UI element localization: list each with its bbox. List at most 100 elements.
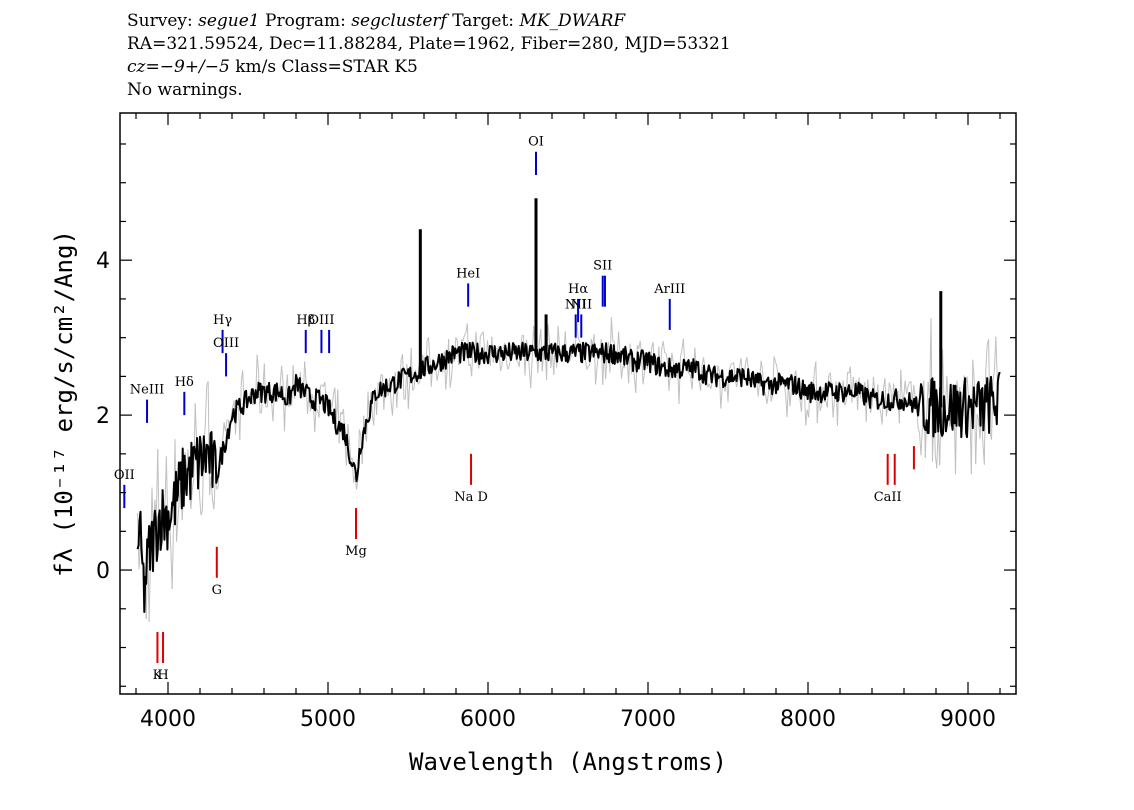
error-segment-226	[462, 335, 465, 341]
error-segment-457	[795, 370, 798, 379]
error-segment-515	[878, 406, 882, 413]
error-segment-453	[789, 390, 792, 407]
error-segment-443	[775, 361, 778, 368]
error-segment-311	[584, 360, 588, 370]
error-segment-135	[331, 394, 334, 408]
error-segment-214	[445, 368, 448, 390]
error-segment-202	[427, 337, 431, 360]
emission-line-label-4: OIII	[213, 336, 239, 351]
emission-line-label-13: SII	[593, 259, 612, 274]
error-segment-496	[851, 377, 854, 403]
error-segment-371	[671, 352, 674, 363]
error-segment-492	[845, 372, 849, 403]
error-segment-195	[417, 381, 421, 385]
error-segment-519	[884, 378, 887, 417]
error-segment-544	[920, 426, 923, 456]
error-segment-147	[348, 439, 352, 460]
error-segment-365	[662, 341, 666, 353]
error-segment-416	[736, 379, 739, 387]
emission-line-label-1: NeIII	[130, 383, 164, 398]
error-segment-433	[760, 360, 764, 371]
error-segment-562	[946, 375, 949, 408]
error-segment-534	[906, 386, 909, 394]
error-segment-285	[547, 324, 550, 342]
error-segment-51	[210, 477, 213, 500]
error-segment-580	[972, 359, 975, 382]
error-segment-238	[479, 333, 483, 337]
error-segment-227	[464, 332, 467, 336]
error-segment-191	[412, 388, 415, 391]
error-segment-329	[610, 317, 614, 341]
x-tick-label: 8000	[780, 707, 836, 732]
error-segment-218	[451, 358, 454, 378]
error-segment-221	[455, 337, 458, 341]
error-segment-105	[288, 405, 291, 408]
error-segment-436	[764, 392, 768, 404]
error-segment-511	[872, 376, 876, 393]
error-segment-38	[191, 478, 195, 490]
error-segment-27	[175, 519, 179, 542]
header-line-warnings: No warnings.	[127, 80, 243, 100]
error-segment-532	[903, 380, 906, 398]
absorption-line-label-0: K	[153, 668, 163, 683]
emission-line-label-8: HeI	[456, 266, 480, 281]
error-segment-263	[515, 359, 519, 362]
emission-line-label-0: OII	[114, 468, 135, 483]
error-segment-312	[586, 366, 589, 370]
error-segment-437	[766, 394, 769, 404]
error-segment-350	[641, 354, 644, 385]
error-segment-366	[664, 352, 667, 354]
error-segment-594	[992, 370, 995, 381]
error-segment-47	[204, 385, 208, 425]
y-tick-label: 2	[96, 404, 110, 429]
error-segment-535	[907, 382, 910, 387]
error-segment-538	[911, 384, 915, 403]
error-segment-593	[991, 380, 994, 440]
x-tick-label: 4000	[140, 707, 196, 732]
error-segment-423	[746, 357, 749, 367]
error-segment-100	[281, 365, 284, 383]
error-segment-336	[620, 366, 624, 379]
error-segment-377	[679, 349, 683, 357]
y-tick-label: 4	[96, 249, 110, 274]
x-tick-label: 7000	[620, 707, 676, 732]
error-segment-542	[917, 427, 920, 433]
emission-line-label-6: OIII	[308, 313, 334, 328]
error-segment-37	[190, 489, 193, 509]
error-segment-40	[194, 403, 198, 443]
error-segment-240	[482, 331, 486, 352]
error-segment-188	[407, 381, 411, 409]
error-segment-342	[629, 343, 633, 374]
emission-line-label-15: ArIII	[653, 282, 685, 297]
error-segment-317	[593, 334, 597, 385]
error-segment-266	[520, 335, 523, 349]
error-segment-149	[351, 457, 355, 483]
error-segment-1	[138, 540, 141, 569]
absorption-line-label-1: H	[157, 668, 168, 683]
error-segment-44	[200, 510, 203, 516]
error-segment-84	[258, 371, 261, 414]
error-segment-190	[410, 347, 414, 391]
header-line-coords: RA=321.59524, Dec=11.88284, Plate=1962, …	[127, 34, 731, 54]
error-segment-270	[525, 339, 529, 348]
error-segment-170	[381, 374, 385, 410]
error-segment-281	[541, 352, 545, 372]
error-segment-207	[435, 368, 438, 381]
error-segment-522	[888, 382, 892, 389]
error-segment-403	[717, 365, 720, 372]
error-segment-351	[642, 372, 645, 385]
error-segment-383	[688, 373, 691, 377]
error-segment-474	[819, 405, 823, 412]
survey-value: segue1	[198, 11, 260, 31]
error-segment-159	[366, 391, 369, 442]
error-segment-121	[311, 394, 314, 401]
error-segment-65	[230, 407, 234, 417]
emission-line-label-3: Hγ	[213, 313, 232, 328]
error-segment-382	[687, 370, 690, 374]
error-segment-152	[355, 480, 359, 490]
y-tick-label: 0	[96, 559, 110, 584]
error-segment-483	[832, 398, 836, 418]
emission-line-label-10: NII	[565, 297, 587, 312]
error-segment-318	[595, 367, 598, 385]
